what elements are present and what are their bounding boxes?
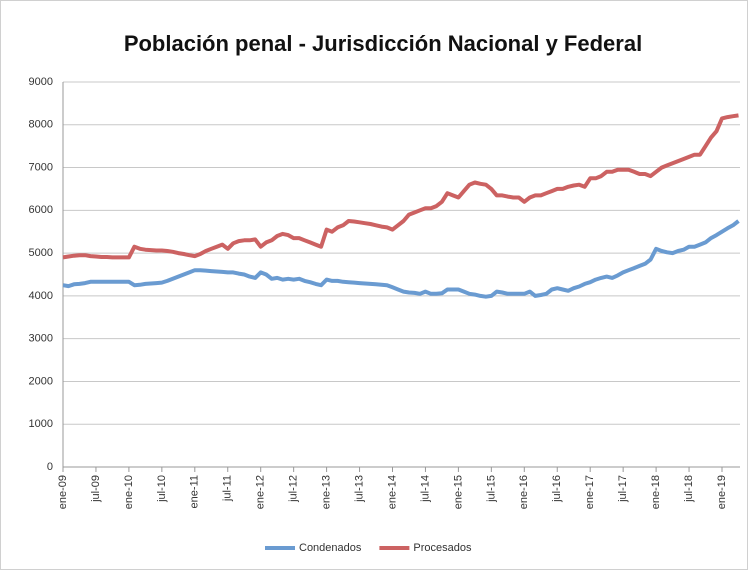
- y-tick-label: 0: [47, 461, 53, 473]
- y-tick-label: 3000: [29, 333, 53, 345]
- x-tick-label: ene-13: [321, 475, 333, 509]
- x-tick-label: ene-16: [518, 475, 530, 509]
- x-tick-label: jul-18: [683, 475, 695, 503]
- x-tick-label: ene-14: [386, 475, 398, 509]
- y-tick-label: 4000: [29, 290, 53, 302]
- series-line: [62, 219, 740, 299]
- x-tick-label: jul-17: [617, 475, 629, 503]
- x-tick-label: ene-12: [255, 475, 267, 509]
- x-tick-label: jul-14: [419, 475, 431, 503]
- legend-label: Procesados: [413, 542, 472, 554]
- x-tick-label: ene-10: [123, 475, 135, 509]
- x-tick-label: ene-19: [716, 475, 728, 509]
- series-line: [62, 113, 739, 260]
- x-tick-label: jul-10: [156, 475, 168, 503]
- y-tick-label: 9000: [29, 76, 53, 88]
- x-tick-label: jul-09: [90, 475, 102, 503]
- y-tick-label: 8000: [29, 119, 53, 131]
- y-tick-label: 1000: [29, 418, 53, 430]
- x-tick-label: ene-18: [650, 475, 662, 509]
- y-tick-label: 6000: [29, 204, 53, 216]
- x-tick-label: ene-11: [189, 475, 201, 508]
- x-tick-label: ene-09: [57, 475, 69, 509]
- y-tick-label: 2000: [29, 375, 53, 387]
- x-tick-label: jul-13: [353, 475, 365, 503]
- x-tick-label: ene-15: [452, 475, 464, 509]
- x-tick-label: jul-11: [222, 475, 234, 502]
- y-tick-label: 7000: [29, 161, 53, 173]
- y-tick-label: 5000: [29, 247, 53, 259]
- x-tick-label: ene-17: [584, 475, 596, 509]
- x-tick-label: jul-15: [485, 475, 497, 503]
- legend-label: Condenados: [299, 542, 362, 554]
- chart-title: Población penal - Jurisdicción Nacional …: [124, 31, 642, 56]
- x-tick-label: jul-16: [551, 475, 563, 503]
- x-tick-label: jul-12: [288, 475, 300, 503]
